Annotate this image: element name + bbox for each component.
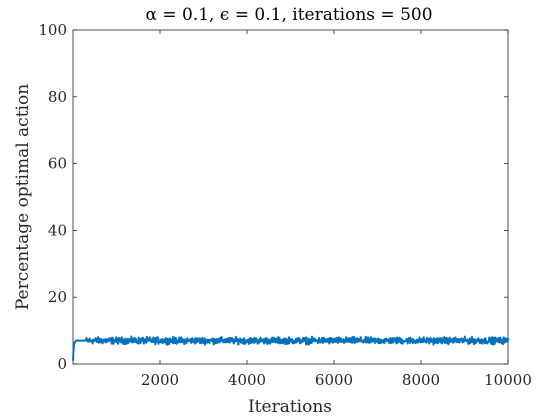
y-tick-label: 0 xyxy=(57,355,67,373)
y-axis-label: Percentage optimal action xyxy=(13,84,33,310)
chart-title: α = 0.1, ϵ = 0.1, iterations = 500 xyxy=(145,5,432,25)
y-tick-label: 60 xyxy=(48,155,67,173)
x-axis-label: Iterations xyxy=(248,397,332,417)
series-layer xyxy=(72,335,509,361)
y-tick-label: 20 xyxy=(48,288,67,306)
x-tick-label: 6000 xyxy=(315,371,353,389)
ticks-layer xyxy=(73,29,509,365)
x-tick-label: 4000 xyxy=(228,371,266,389)
axes-box xyxy=(72,29,509,365)
y-tick-label: 40 xyxy=(48,221,67,239)
y-tick-labels: 0 20 40 60 80 100 xyxy=(38,21,67,373)
x-tick-label: 10000 xyxy=(484,371,532,389)
series-line xyxy=(72,335,509,361)
y-tick-label: 100 xyxy=(38,21,67,39)
x-tick-labels: 2000 4000 6000 8000 10000 xyxy=(141,371,532,389)
x-tick-label: 8000 xyxy=(402,371,440,389)
y-tick-label: 80 xyxy=(48,88,67,106)
x-tick-label: 2000 xyxy=(141,371,179,389)
plot-area xyxy=(72,29,509,365)
